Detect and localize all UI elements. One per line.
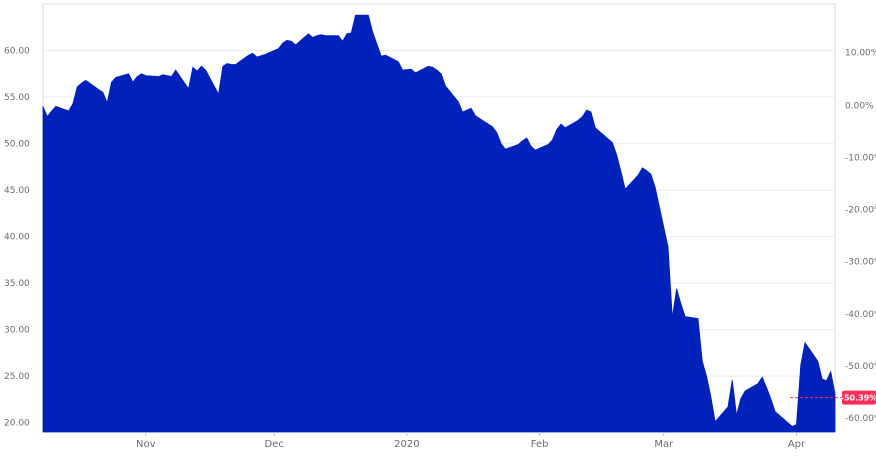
left-y-axis: 60.00 55.00 50.00 45.00 40.00 35.00 30.00 25.00… (4, 47, 30, 429)
current-change-badge: -50.39% (790, 390, 876, 405)
right-y-axis: 10.00% 0.00% -10.00% -20.00% -30.00% -40.00% -… (845, 48, 876, 424)
x-tick-label: Feb (531, 439, 549, 450)
x-tick-label: Apr (788, 439, 806, 450)
x-axis: Nov Dec 2020 Feb Mar Apr (136, 432, 806, 450)
y-tick-label: 25.00 (4, 372, 30, 382)
x-tick-label: 2020 (394, 439, 419, 450)
y-tick-label: 50.00 (4, 140, 30, 150)
y-tick-label: 60.00 (4, 47, 30, 57)
price-area (42, 14, 836, 433)
y-tick-label: 55.00 (4, 93, 30, 103)
x-tick-label: Dec (264, 439, 283, 450)
y-tick-label: 20.00 (4, 419, 30, 429)
right-tick-label: -50.00% (845, 362, 876, 372)
right-tick-label: -10.00% (845, 154, 876, 164)
right-tick-label: 10.00% (845, 48, 876, 58)
x-tick-label: Mar (654, 439, 674, 450)
right-tick-label: -20.00% (845, 206, 876, 216)
right-tick-label: 0.00% (845, 101, 874, 111)
right-tick-label: -60.00% (845, 414, 876, 424)
y-tick-label: 40.00 (4, 233, 30, 243)
y-tick-label: 35.00 (4, 279, 30, 289)
right-tick-label: -30.00% (845, 258, 876, 268)
current-change-label: -50.39% (841, 394, 876, 403)
area-series (42, 14, 836, 433)
right-tick-label: -40.00% (845, 310, 876, 320)
x-tick-label: Nov (136, 439, 156, 450)
current-change-box (842, 390, 876, 405)
y-tick-label: 45.00 (4, 186, 30, 196)
y-tick-label: 30.00 (4, 326, 30, 336)
